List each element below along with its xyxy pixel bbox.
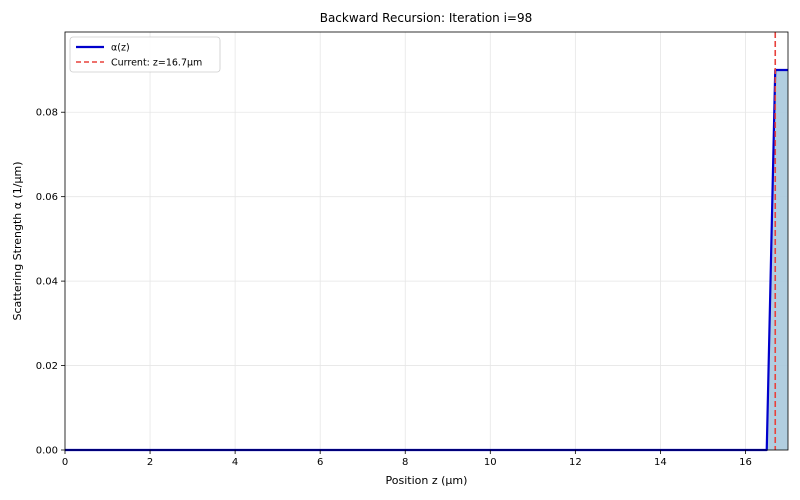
y-tick-label: 0.00 [36, 446, 58, 457]
y-tick-label: 0.08 [36, 108, 58, 119]
legend-box [69, 36, 221, 73]
x-tick-label: 12 [569, 457, 582, 468]
tick-layer: 0 2 4 6 8 10 12 14 16 0.00 0.02 0.04 0.06 0.08 [36, 108, 752, 468]
legend-label: α(z) [111, 43, 130, 54]
y-tick-label: 0.06 [36, 192, 58, 203]
legend-label: Current: z=16.7μm [111, 58, 202, 69]
x-tick-label: 14 [654, 457, 667, 468]
x-tick-label: 4 [232, 457, 238, 468]
plot-frame [64, 31, 789, 451]
y-axis-label: Scattering Strength α (1/μm) [11, 161, 24, 320]
x-tick-label: 6 [317, 457, 323, 468]
x-tick-label: 10 [484, 457, 497, 468]
chart-title: Backward Recursion: Iteration i=98 [320, 11, 533, 25]
x-axis-label: Position z (μm) [386, 474, 468, 487]
x-tick-label: 8 [402, 457, 408, 468]
x-tick-label: 2 [147, 457, 153, 468]
x-tick-label: 16 [739, 457, 752, 468]
y-tick-label: 0.02 [36, 361, 58, 372]
y-tick-label: 0.04 [36, 277, 58, 288]
legend: α(z) Current: z=16.7μm [69, 36, 221, 73]
x-tick-label: 0 [62, 457, 68, 468]
